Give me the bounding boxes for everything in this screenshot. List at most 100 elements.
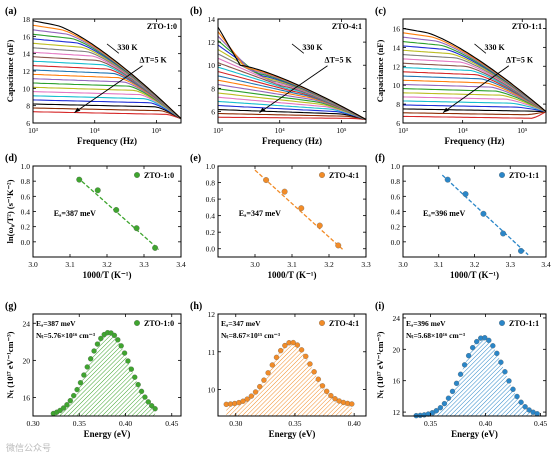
dos-point: [145, 399, 151, 405]
dos-point: [98, 335, 104, 342]
capacitance-curve: [33, 91, 181, 120]
dos-point: [121, 350, 128, 356]
x-tick-label: 10³: [398, 126, 409, 135]
dos-point: [437, 405, 444, 411]
y-tick-label: 1.0: [391, 162, 401, 171]
ea-label: Eₐ=387 meV: [36, 319, 76, 328]
y-tick-label: 16: [393, 24, 401, 33]
dos-area: [53, 332, 156, 416]
panel-letter: (b): [190, 6, 202, 17]
x-axis-label: 1000/T (K⁻¹): [267, 270, 316, 280]
dos-point: [94, 341, 101, 347]
dos-point: [71, 392, 77, 399]
y-tick-label: 14: [208, 15, 216, 24]
dos-point: [77, 380, 84, 386]
legend-marker: [319, 172, 325, 178]
sample-label: ZTO-1:1: [512, 22, 542, 31]
legend-label: ZTO-4:1: [329, 319, 359, 328]
dos-area: [416, 337, 538, 416]
x-tick-label: 0.45: [165, 419, 178, 428]
y-tick-label: 10: [393, 81, 401, 90]
plot-frame: [217, 18, 367, 124]
annotation-delta-t: ΔT=5 K: [140, 56, 168, 65]
capacitance-curve: [403, 27, 546, 113]
x-axis-label: Frequency (Hz): [444, 136, 504, 146]
capacitance-curve: [403, 92, 546, 113]
x-tick-label: 3.3: [139, 260, 149, 269]
dos-point: [88, 356, 94, 362]
y-tick-label: 0.8: [21, 177, 31, 186]
panel-f: Eₐ=396 meV 3.0 3.1 3.2 3.3 3.4 0.0 0.2 0.4 0.6 0.8…: [375, 153, 551, 280]
plot-frame: [32, 313, 182, 417]
x-tick-label: 3.2: [470, 260, 480, 269]
dos-point: [81, 372, 87, 378]
dos-point: [282, 342, 288, 349]
arrow-330k: [291, 43, 305, 54]
x-tick-label: 10³: [28, 126, 39, 135]
y-tick-label: 6: [26, 119, 30, 128]
data-point: [480, 210, 487, 217]
y-axis-label: Nₜ (10¹⁷ eV⁻¹cm⁻³): [5, 331, 15, 398]
panel-h: Eₐ=347 meV Nₜ=8.67×10¹⁵ cm⁻³ 0.30 0.35 0.40 1…: [190, 301, 367, 439]
y-tick-label: 0.6: [21, 192, 31, 201]
dos-point: [490, 343, 496, 349]
data-point: [281, 188, 288, 195]
panel-letter: (i): [375, 301, 384, 312]
y-tick-label: 0.6: [206, 195, 216, 204]
y-tick-label: 0.0: [391, 238, 401, 247]
dos-point: [311, 369, 317, 375]
dos-point: [290, 339, 296, 346]
capacitance-curve: [403, 111, 546, 116]
annotation-330k: 330 K: [485, 43, 506, 52]
dos-point: [328, 392, 334, 399]
dos-point: [510, 386, 516, 392]
y-tick-label: 0.2: [21, 223, 31, 232]
dos-point: [518, 399, 524, 405]
legend-label: ZTO-1:1: [509, 171, 539, 180]
dos-point: [74, 386, 80, 393]
y-axis-label: Capacitance (nF): [5, 40, 15, 103]
dos-point: [240, 398, 246, 404]
dos-point: [349, 401, 355, 407]
data-point: [298, 205, 305, 212]
data-point: [462, 191, 469, 198]
dos-point: [248, 393, 255, 399]
y-tick-label: 0.8: [391, 177, 401, 186]
y-tick-label: 0.0: [21, 238, 31, 247]
y-tick-label: 18: [23, 15, 31, 24]
x-tick-label: 10⁴: [458, 126, 469, 135]
ea-label: Eₐ=347 meV: [221, 319, 261, 328]
arrow-delta-t: [442, 65, 510, 113]
x-tick-label: 3.2: [324, 260, 334, 269]
sample-label: ZTO-1:0: [147, 22, 177, 31]
dos-point: [142, 394, 148, 400]
arrow-delta-t: [259, 65, 328, 113]
dos-point: [486, 337, 492, 344]
panel-c: 330 KΔT=5 K 10³ 10⁴ 10⁵ 6 8 10 12 14 16 Frequency …: [375, 6, 547, 146]
dos-point: [324, 388, 330, 394]
capacitance-curve: [33, 111, 181, 120]
capacitance-curve: [403, 96, 546, 113]
dos-point: [265, 370, 271, 376]
dos-point: [461, 362, 468, 368]
y-tick-label: 0.0: [206, 245, 216, 254]
panel-letter: (c): [375, 6, 386, 17]
capacitance-curve: [403, 111, 546, 119]
dos-point: [307, 361, 313, 367]
y-tick-label: 16: [23, 393, 31, 402]
dos-point: [111, 332, 118, 339]
dos-point: [278, 347, 284, 354]
dos-point: [502, 369, 508, 375]
x-tick-label: 3.1: [65, 260, 75, 269]
dos-point: [269, 362, 275, 368]
capacitance-curve: [218, 116, 366, 121]
capacitance-curve: [218, 100, 366, 121]
data-point: [444, 176, 451, 183]
capacitance-curve: [218, 104, 366, 121]
y-tick-label: 14: [393, 43, 401, 52]
y-tick-label: 6: [211, 107, 215, 116]
dos-point: [494, 350, 500, 356]
dos-point: [273, 354, 280, 360]
